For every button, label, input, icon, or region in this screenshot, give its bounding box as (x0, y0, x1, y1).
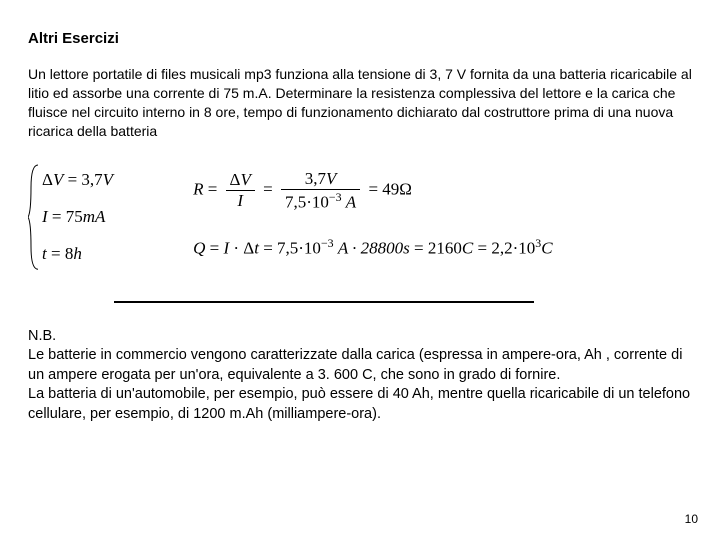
note-block: N.B. Le batterie in commercio vengono ca… (28, 327, 692, 425)
resistance-equation: R = ΔV I = 3,7V 7,5·10−3 A = 49Ω (193, 169, 552, 213)
note-line-2: La batteria di un'automobile, per esempi… (28, 385, 692, 424)
problem-text: Un lettore portatile di files musicali m… (28, 65, 692, 141)
solution-block: R = ΔV I = 3,7V 7,5·10−3 A = 49Ω Q = I ·… (193, 161, 552, 259)
page-number: 10 (685, 512, 698, 526)
section-title: Altri Esercizi (28, 30, 692, 47)
note-heading: N.B. (28, 327, 692, 347)
charge-equation: Q = I · Δt = 7,5·10−3 A · 28800s = 2160C… (193, 236, 552, 259)
given-line-2: I = 75mA (42, 198, 113, 235)
given-line-1: ΔV = 3,7V (42, 161, 113, 198)
equations-row: ΔV = 3,7V I = 75mA t = 8h R = ΔV I = 3,7… (28, 161, 692, 273)
divider (114, 301, 534, 303)
given-line-3: t = 8h (42, 235, 113, 272)
given-system: ΔV = 3,7V I = 75mA t = 8h (28, 161, 113, 273)
note-line-1: Le batterie in commercio vengono caratte… (28, 346, 692, 385)
brace-icon (28, 163, 40, 271)
